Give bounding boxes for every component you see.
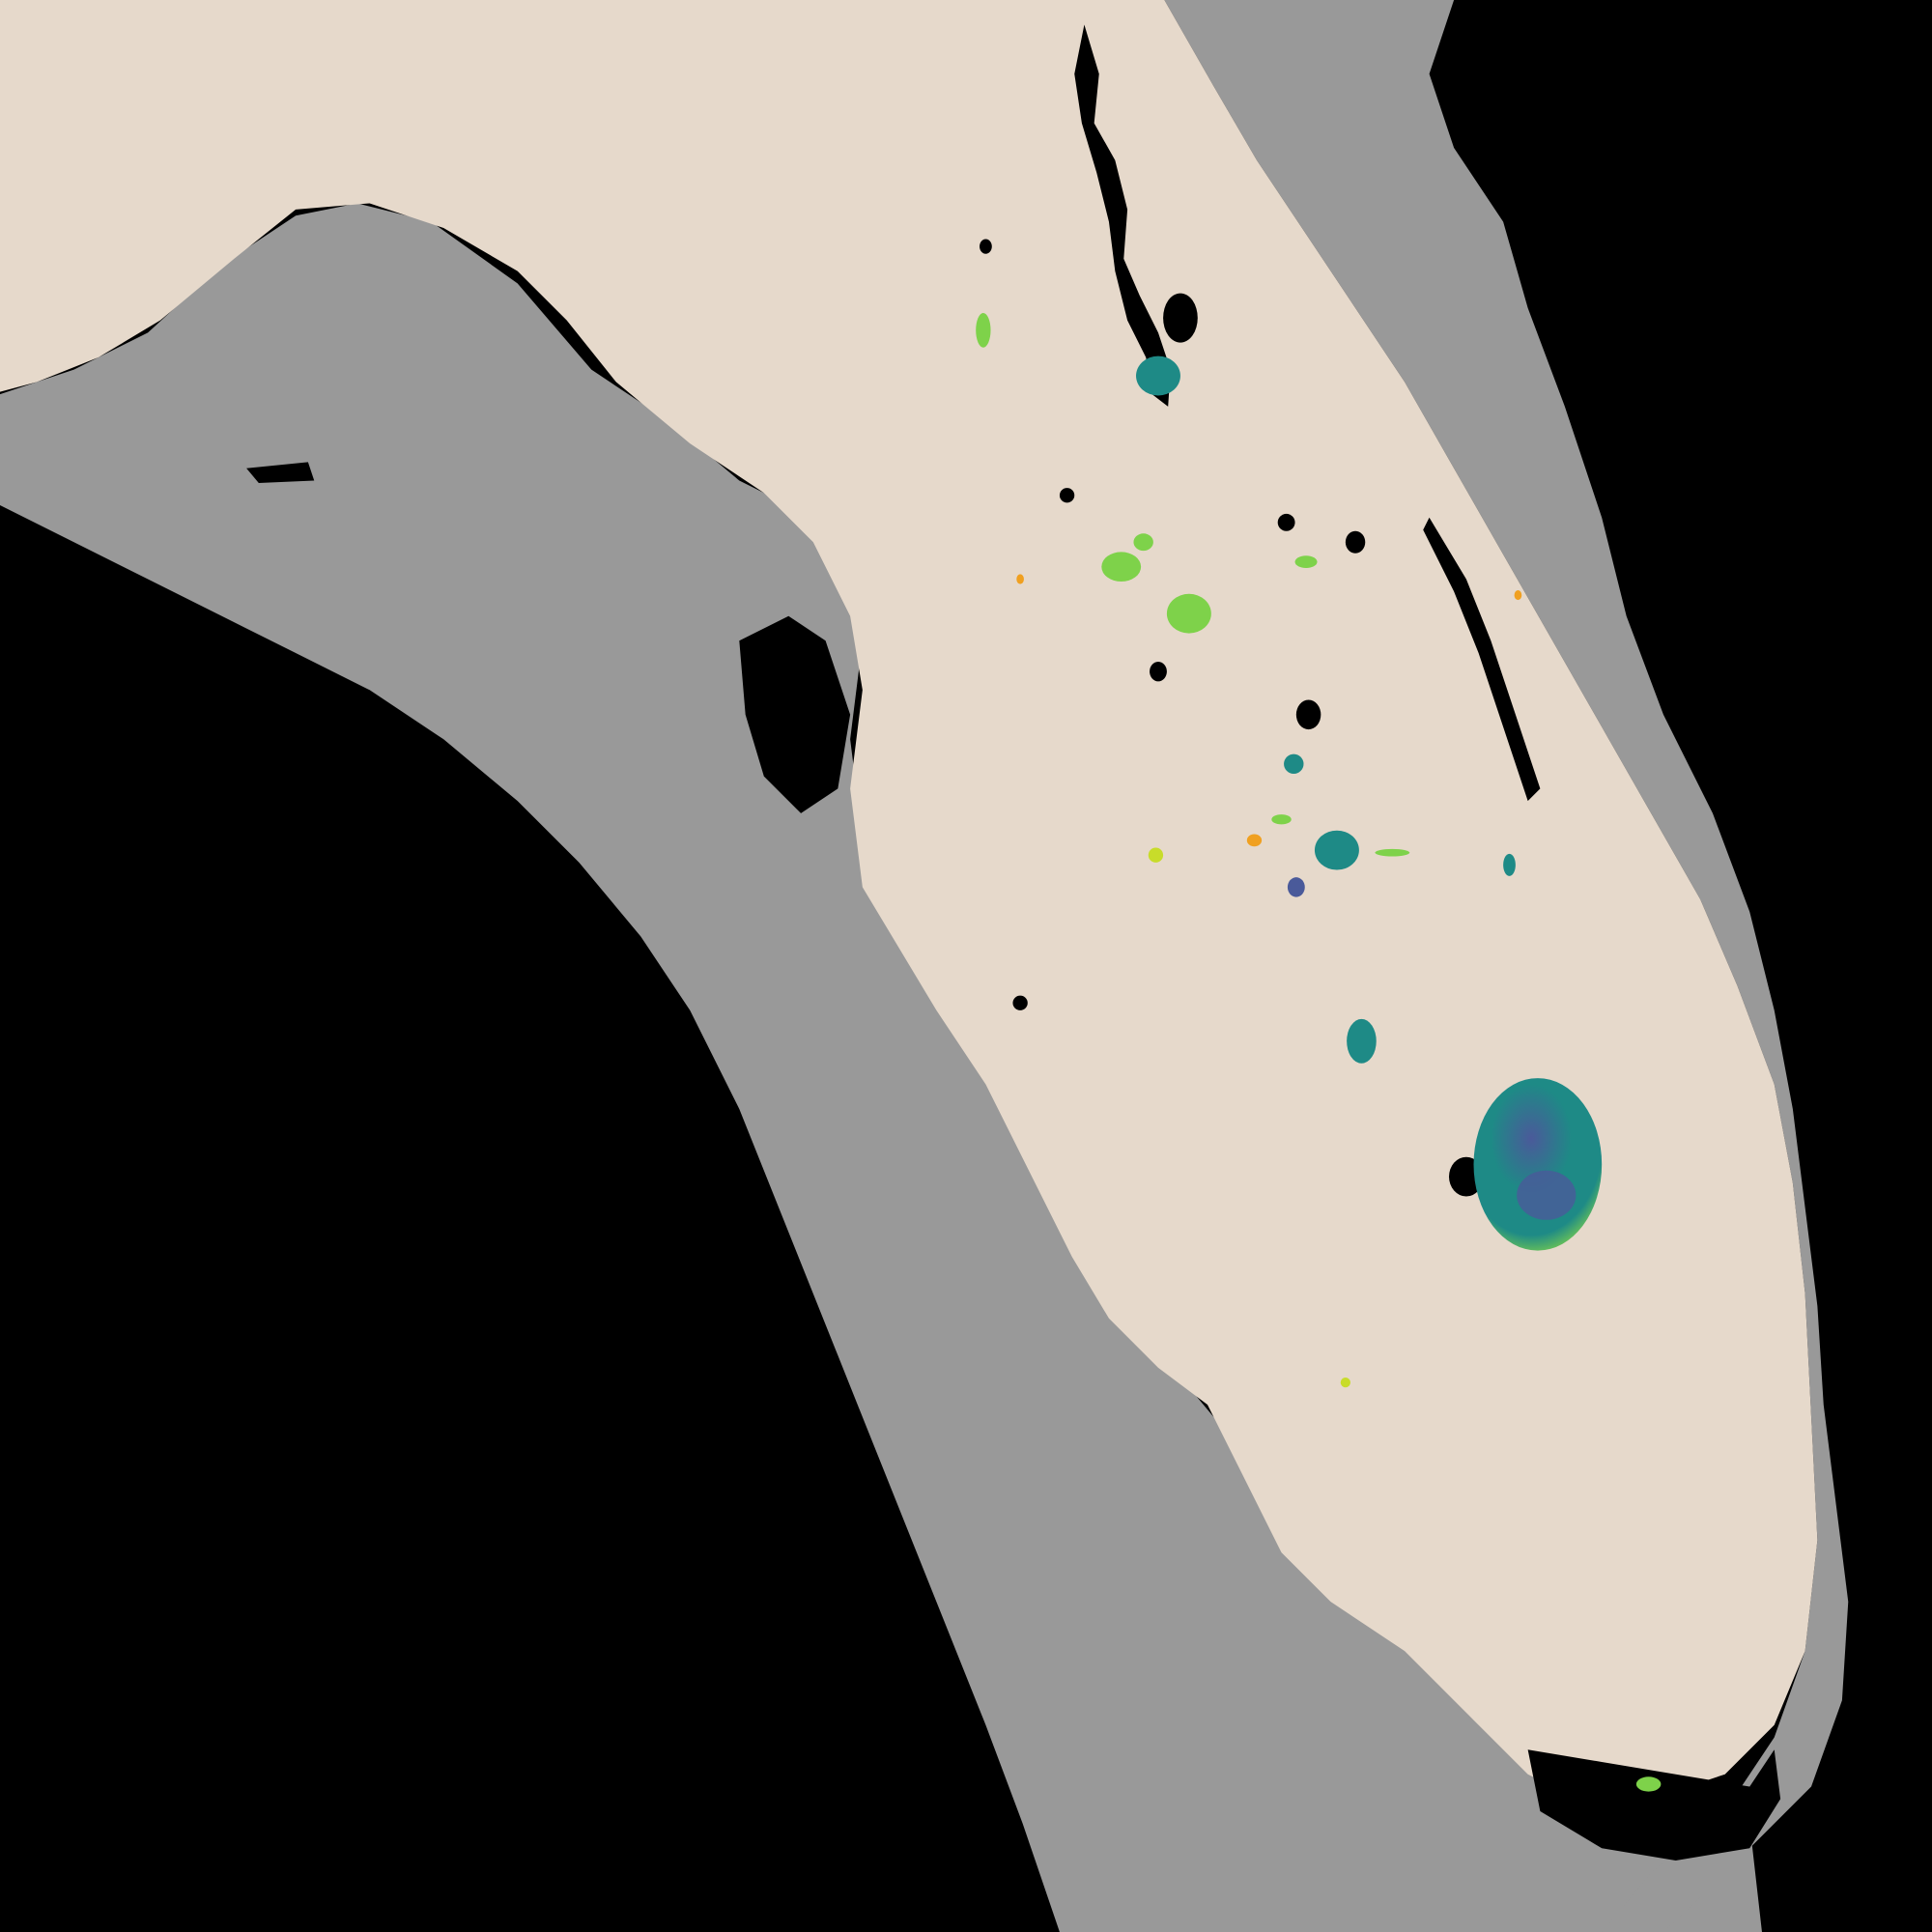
- lake-small-green-1: [976, 312, 991, 348]
- st-johns-river: [1074, 24, 1171, 407]
- lake-blue-1: [1287, 877, 1305, 897]
- gulf-shelf-edge-hole: [739, 615, 851, 813]
- black-lake-1: [1345, 530, 1366, 554]
- black-lake-5: [980, 239, 992, 254]
- lake-green-4: [1635, 1776, 1662, 1792]
- lake-green-5: [1503, 853, 1516, 876]
- black-lake-2: [1295, 699, 1321, 730]
- lake-green-3: [1271, 814, 1292, 825]
- lake-okeechobee-core: [1517, 1170, 1577, 1220]
- black-lake-3: [1150, 661, 1167, 682]
- continental-shelf-atlantic: [1164, 0, 1849, 1932]
- lake-crescent-area: [1136, 355, 1180, 396]
- lake-green-2: [1375, 848, 1410, 857]
- lake-yellow-2: [1340, 1378, 1350, 1388]
- lake-george: [1163, 293, 1198, 343]
- lake-istokpoga: [1347, 1018, 1377, 1064]
- continental-shelf-gulf: [0, 203, 1762, 1932]
- lake-kissimmee-area: [1314, 830, 1359, 870]
- lake-okeechobee: [1473, 1078, 1603, 1251]
- black-lake-4: [1059, 488, 1075, 503]
- black-lake-6: [1012, 995, 1028, 1010]
- lake-orange-2: [1016, 574, 1024, 584]
- florida-land: [0, 0, 1818, 1800]
- florida-bay-shoals: [1527, 1749, 1781, 1861]
- lake-apopka: [1166, 593, 1211, 634]
- lake-tohopekaliga: [1284, 753, 1304, 775]
- big-bend-hole: [246, 462, 315, 483]
- lake-orange-3: [1514, 589, 1522, 601]
- lake-orange-1: [1246, 834, 1263, 847]
- lake-harris: [1101, 552, 1142, 582]
- black-lake-7: [1277, 513, 1295, 531]
- lake-small-green-2: [1294, 555, 1318, 569]
- lake-water-quality: [976, 312, 1662, 1792]
- lake-yellow-1: [1148, 847, 1164, 863]
- lake-weir: [1133, 533, 1153, 552]
